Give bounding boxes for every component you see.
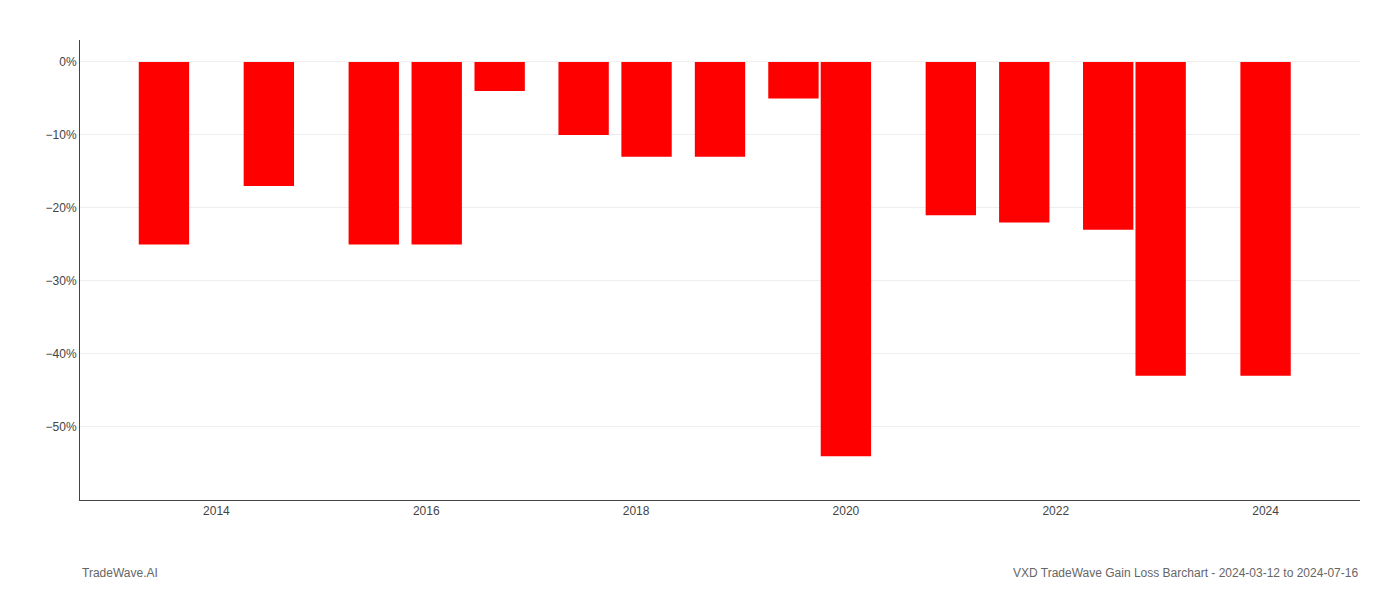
svg-text:−10%: −10% <box>46 128 77 142</box>
svg-text:−20%: −20% <box>46 201 77 215</box>
svg-text:2016: 2016 <box>413 504 440 518</box>
svg-text:TradeWave.AI: TradeWave.AI <box>82 566 158 580</box>
svg-text:2024: 2024 <box>1252 504 1279 518</box>
svg-text:−30%: −30% <box>46 274 77 288</box>
svg-text:2014: 2014 <box>203 504 230 518</box>
svg-text:0%: 0% <box>59 55 77 69</box>
svg-text:2018: 2018 <box>623 504 650 518</box>
svg-text:VXD TradeWave Gain Loss Barcha: VXD TradeWave Gain Loss Barchart - 2024-… <box>1013 566 1358 580</box>
svg-text:−40%: −40% <box>46 347 77 361</box>
svg-text:2022: 2022 <box>1042 504 1069 518</box>
svg-text:−50%: −50% <box>46 420 77 434</box>
svg-text:2020: 2020 <box>833 504 860 518</box>
